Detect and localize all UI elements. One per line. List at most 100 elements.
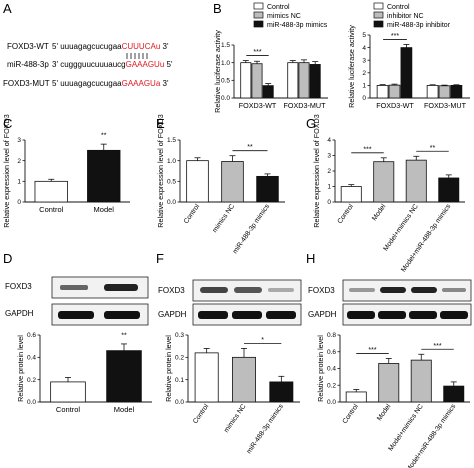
seq-label-mut: FOXD3-MUT [3,79,50,88]
bar [262,85,274,99]
panel-label-g: G [306,116,316,131]
y-tick-label: 0 [362,95,366,102]
blot-d-foxd3-band [104,284,138,291]
legend-label: mimics NC [267,13,301,20]
seq-mir: 3' cuggguucuuuaucgGAAAGUu 5' [52,60,173,69]
y-tick-label: 0.0 [175,399,184,406]
y-tick-label: 0.1 [175,377,184,384]
y-tick-label: 0.0 [221,95,230,102]
blot-f-foxd3-band [234,287,262,293]
y-tick-label: 3 [17,137,21,144]
bar [438,177,460,203]
y-tick-label: 0.0 [327,399,336,406]
chart-b-right: 0 1 2 3 4 5 Relative luciferase activity FOXD3-… [347,2,470,110]
base-pair-lines [126,53,148,59]
legend-swatch [253,20,264,28]
legend-label: inhibitor NC [387,13,424,20]
blot-h-gapdh-strip [342,303,472,326]
x-tick-label: Control [39,205,64,214]
blot-h-gapdh-band [409,311,437,319]
x-tick-label: FOXD3-WT [239,101,277,110]
bar [221,161,244,203]
blot-h-foxd3-strip [342,279,472,302]
seq-wt-prefix: 5' uuuagagcucugaa [52,42,122,51]
y-tick-label: 3 [362,57,366,64]
bar [388,84,401,99]
seq-wt-suffix: 3' [160,42,169,51]
bar [256,175,279,203]
significance-label: * [261,337,264,344]
x-tick-label: Model [114,405,135,414]
y-tick-label: 0.4 [327,366,336,373]
x-tick-label: FOXD3-WT [376,101,414,110]
y-tick-label: 0 [327,199,331,206]
bar [34,180,68,203]
blot-h-foxd3-band [411,287,437,293]
y-tick-label: 2 [327,168,331,175]
bar [340,186,362,203]
chart-g: 0 1 2 3 4 Relative expression level of FOXD3 C… [312,114,465,274]
legend-swatch [373,2,384,10]
y-tick-label: 1.5 [167,137,176,144]
bar [405,159,427,203]
y-tick-label: 5 [362,32,366,39]
blot-h: FOXD3 GAPDH [308,279,472,326]
blot-f-foxd3-band [268,288,294,292]
y-axis-label: Relative protein level [164,335,173,402]
blot-h-label-gapdh: GAPDH [308,310,337,319]
bar [410,359,432,403]
y-tick-label: 0 [17,199,21,206]
bar [400,47,413,99]
seq-label-wt: FOXD3-WT [7,42,49,51]
y-tick-label: 0.8 [327,332,336,339]
bar [443,385,465,403]
blot-f-gapdh-band [266,311,296,319]
panel-label-c: C [3,116,12,131]
blot-h-foxd3-band [349,288,375,292]
significance-label: *** [433,343,441,350]
legend-label: Control [267,4,290,11]
x-tick-label: FOXD3-MUT [424,101,467,110]
y-axis-label: Relative luciferase activity [347,25,356,108]
y-tick-label: 0.2 [327,382,336,389]
x-tick-label: Control [183,203,202,225]
x-tick-label: Control [337,203,356,225]
blot-d-foxd3-band [60,285,88,290]
bar [450,85,463,99]
y-tick-label: 0.0 [167,199,176,206]
y-tick-label: 1.5 [221,42,230,49]
y-axis-label: Relative protein level [16,335,25,402]
chart-c: 0 1 2 3 Relative expression level of FOXD3 Co… [2,114,130,228]
panel-label-f: F [156,251,164,266]
blot-f: FOXD3 GAPDH [158,279,302,326]
y-tick-label: 0.5 [167,179,176,186]
blot-d-gapdh-band [58,311,94,319]
x-tick-label: miR-488-3p mimics [232,203,272,255]
panel-a-sequences: FOXD3-WT 5' uuuagagcucugaaCUUUCAu 3' miR… [3,42,173,88]
y-tick-label: 0.6 [27,332,36,339]
panel-label-b: B [213,1,222,16]
blot-d-foxd3-strip [51,276,149,299]
y-axis-label: Relative expression level of FOXD3 [312,114,321,227]
legend-swatch [373,20,384,28]
bar [251,63,263,99]
seq-mut: 5' uuuagagcucugaaGAAAGUa 3' [52,79,169,88]
y-tick-label: 4 [362,45,366,52]
legend-label: miR-488-3p inhibitor [387,22,451,29]
blot-h-foxd3-band [442,288,466,292]
blot-d-label-gapdh: GAPDH [5,309,34,318]
blot-h-label-foxd3: FOXD3 [308,286,335,295]
significance-label: ** [430,145,436,152]
blot-h-gapdh-band [378,311,406,319]
y-axis-label: Relative protein level [316,335,325,402]
x-tick-label: FOXD3-MUT [284,101,327,110]
blot-f-gapdh-band [232,311,262,319]
bar [426,85,439,99]
blot-d-label-foxd3: FOXD3 [5,282,32,291]
x-tick-label: Control [192,403,211,425]
